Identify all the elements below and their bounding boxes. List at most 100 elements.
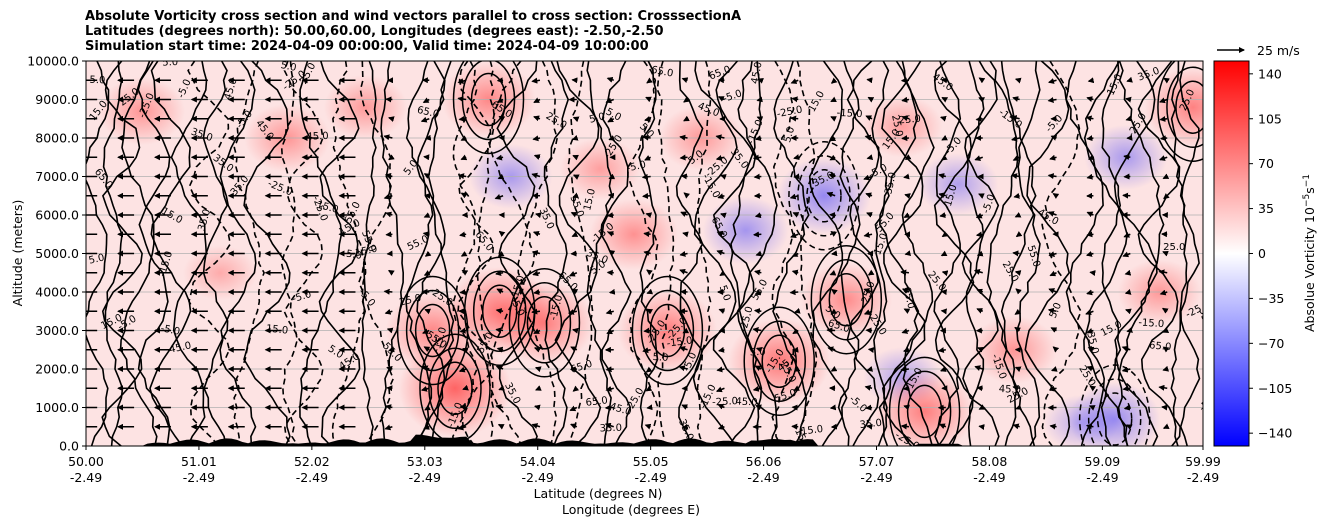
contour-line-negative (358, 61, 395, 446)
wind-vector (457, 78, 467, 84)
wind-vector (716, 230, 725, 237)
wind-vector (388, 269, 395, 276)
wind-vector (904, 193, 911, 199)
wind-vector (497, 173, 505, 180)
contour-line (137, 61, 171, 446)
wind-vector (608, 249, 616, 256)
wind-vector (716, 366, 725, 373)
wind-vector (973, 268, 983, 275)
wind-vector (867, 269, 875, 276)
contour-line (380, 61, 405, 446)
wind-vector (901, 96, 910, 103)
y-tick-label: 2000.0 (35, 362, 79, 377)
wind-vector (754, 269, 762, 276)
wind-vector (1159, 289, 1168, 296)
y-tick-label: 6000.0 (35, 208, 79, 223)
y-tick-label: 9000.0 (35, 92, 79, 107)
x-tick-label-lat: 57.07 (859, 454, 895, 469)
wind-vector (458, 173, 467, 180)
colorbar-tick-label: −105 (1258, 381, 1292, 396)
wind-vector (460, 135, 468, 141)
contour-line (1166, 66, 1203, 148)
x-tick-label-lon: -2.49 (747, 470, 779, 485)
wind-vector (1162, 327, 1170, 333)
wind-vector (644, 155, 652, 161)
wind-vector (1122, 251, 1131, 258)
wind-vector (679, 251, 688, 257)
wind-vector (646, 288, 654, 295)
wind-vector (570, 423, 578, 430)
wind-vector (1050, 366, 1058, 372)
colorbar: 140 105 70 35 0 −35 −70 −105 −140 Absolue Vortic… (1213, 60, 1317, 447)
contour-line-negative (1096, 392, 1133, 446)
wind-vector (941, 96, 949, 103)
contour-line (1117, 61, 1165, 446)
contour-label: 45.0 (168, 340, 192, 355)
contour-line (761, 334, 797, 389)
contour-line-negative (452, 61, 478, 446)
wind-vector (682, 231, 689, 238)
y-axis-label: Altitude (meters) (10, 200, 25, 307)
x-tick-label-lon: -2.49 (1187, 470, 1219, 485)
contour-line (878, 61, 920, 446)
wind-vector (789, 193, 799, 200)
wind-vector (572, 192, 579, 199)
wind-vector (1047, 211, 1057, 217)
wind-vector (1014, 270, 1022, 276)
wind-vector (830, 77, 838, 84)
contour-line (219, 61, 257, 446)
contour-line (1083, 61, 1129, 446)
contour-line (881, 61, 926, 446)
wind-vector (1049, 270, 1057, 277)
wind-vector (863, 288, 873, 294)
wind-vector (388, 346, 395, 353)
wind-vector (679, 154, 688, 161)
wind-vector (1123, 154, 1131, 161)
wind-vector (459, 327, 467, 334)
contour-label: 35.0 (600, 423, 623, 435)
x-axis-label-latitude: Latitude (degrees N) (534, 486, 663, 501)
wind-vector (423, 346, 431, 353)
wind-vector (1012, 155, 1020, 161)
wind-vector (498, 385, 505, 391)
x-tick-label-lon: -2.49 (522, 470, 554, 485)
contour-line (554, 61, 602, 446)
wind-vector (495, 308, 504, 314)
wind-vector (422, 231, 430, 238)
wind-vector (1125, 308, 1132, 315)
wind-vector (385, 211, 393, 218)
y-tick-label: 3000.0 (35, 323, 79, 338)
wind-vector (533, 289, 541, 296)
contour-line (837, 61, 861, 446)
wind-vector (1088, 405, 1096, 411)
quiver-key-label: 25 m/s (1257, 43, 1300, 58)
y-tick-label: 5000.0 (35, 246, 79, 261)
wind-vector (1050, 135, 1058, 141)
y-tick-label: 7000.0 (35, 169, 79, 184)
wind-vector (423, 270, 431, 276)
wind-vector (567, 309, 578, 315)
wind-vector (976, 250, 984, 257)
contour-line (452, 61, 525, 155)
wind-vector (757, 77, 764, 84)
wind-vector (720, 212, 727, 219)
wind-vector (719, 270, 727, 277)
wind-vector (423, 173, 431, 179)
wind-vector (643, 231, 651, 238)
title-line-3: Simulation start time: 2024-04-09 00:00:… (85, 39, 649, 54)
wind-vector (607, 116, 615, 123)
wind-vector (571, 231, 579, 238)
wind-vector (568, 271, 578, 277)
plot-area: 35.0 65.0 15.0 -15.0 5.0 -15.0 -5.0 25.0 -15.0 25… (85, 60, 1204, 447)
wind-vector (1010, 115, 1020, 121)
wind-vector (1159, 135, 1168, 142)
wind-vector (459, 404, 467, 411)
wind-vector (459, 231, 467, 238)
wind-vector (1089, 270, 1096, 277)
wind-vector (645, 366, 653, 373)
contour-label: 15.0 (582, 188, 598, 212)
contour-label: 35.0 (1084, 331, 1100, 355)
wind-vector (1011, 135, 1020, 142)
wind-vector (421, 365, 430, 372)
wind-vector (978, 77, 986, 84)
